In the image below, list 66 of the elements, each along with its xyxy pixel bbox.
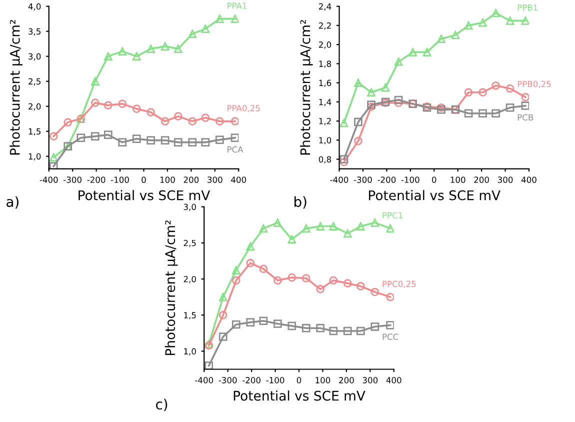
y-tick-label: 1,0 <box>28 153 41 160</box>
x-axis-title: Potential vs SCE mV <box>78 190 210 200</box>
series-label: PCA <box>228 146 244 153</box>
y-tick-label: 3,0 <box>184 204 196 211</box>
x-tick-label: 400 <box>231 176 246 183</box>
x-tick-label: -400 <box>40 176 58 183</box>
series-label: PPB0,25 <box>518 80 551 88</box>
y-tick-label: 2,2 <box>318 22 331 30</box>
series-label: PCC <box>382 334 398 340</box>
y-tick-label: 4,0 <box>28 3 41 10</box>
series-label: PPB1 <box>518 4 538 11</box>
y-tick-label: 1,8 <box>319 60 332 68</box>
y-axis-title: Photocurrent μA/cm² <box>164 220 178 356</box>
x-tick-label: 300 <box>362 377 378 384</box>
text: c) <box>156 398 168 412</box>
x-tick-label: 0 <box>432 176 436 183</box>
x-tick-label: 200 <box>474 176 489 183</box>
x-tick-label: 0 <box>142 176 146 183</box>
x-tick-label: -200 <box>378 176 396 183</box>
x-axis-title: Potential vs SCE mV <box>368 190 500 200</box>
annotation: b) <box>294 196 306 209</box>
x-tick-label: -100 <box>401 176 420 183</box>
series-label: PPA0,25 <box>228 105 260 112</box>
y-tick-label: 2,0 <box>318 42 332 49</box>
x-tick-label: -300 <box>354 176 372 183</box>
y-tick-label: 2,5 <box>184 240 196 248</box>
series-label: PCB <box>518 114 534 121</box>
y-tick-label: 1,6 <box>319 80 332 87</box>
x-tick-label: 300 <box>498 176 513 183</box>
y-tick-label: 1,4 <box>319 98 332 106</box>
x-tick-label: 100 <box>316 377 330 384</box>
x-tick-label: -300 <box>64 176 82 183</box>
x-axis-title: Potential vs SCE mV <box>234 390 366 401</box>
y-axis-title: Photocurrent μA/cm² <box>10 20 22 155</box>
y-tick-label: 2,4 <box>318 3 332 10</box>
x-tick-label: -100 <box>266 377 284 384</box>
y-tick-label: 3,5 <box>28 28 41 36</box>
x-tick-label: 100 <box>450 176 466 183</box>
y-tick-label: 1,0 <box>184 348 196 356</box>
x-tick-label: 400 <box>386 377 402 384</box>
x-tick-label: 200 <box>339 377 354 384</box>
x-tick-label: -300 <box>218 377 237 384</box>
x-tick-label: 300 <box>208 176 222 183</box>
x-tick-label: -200 <box>242 377 260 384</box>
x-tick-label: 200 <box>184 176 199 183</box>
series-label: PPC0,25 <box>382 280 416 288</box>
y-tick-label: 3,0 <box>28 53 41 60</box>
x-tick-label: -100 <box>110 176 129 183</box>
x-tick-label: -400 <box>330 176 348 183</box>
x-tick-label: 0 <box>296 377 302 384</box>
series-label: PPA1 <box>228 2 246 9</box>
y-axis-title: Photocurrent μA/cm² <box>300 20 313 155</box>
x-tick-label: -200 <box>87 176 106 183</box>
y-tick-label: 2,5 <box>28 78 41 86</box>
y-tick-label: 1,0 <box>319 137 332 144</box>
text: a) <box>6 196 18 209</box>
x-tick-label: 100 <box>160 176 175 183</box>
y-tick-label: 1,5 <box>28 128 41 136</box>
series-label: PPC1 <box>382 212 402 218</box>
x-tick-label: 400 <box>521 176 536 183</box>
x-tick-label: -400 <box>195 377 214 384</box>
y-tick-label: 2,0 <box>28 103 41 110</box>
y-tick-label: 2,0 <box>184 276 196 284</box>
y-tick-label: 0,8 <box>318 156 332 164</box>
y-tick-label: 1,5 <box>184 312 196 320</box>
y-tick-label: 1,2 <box>319 118 331 126</box>
